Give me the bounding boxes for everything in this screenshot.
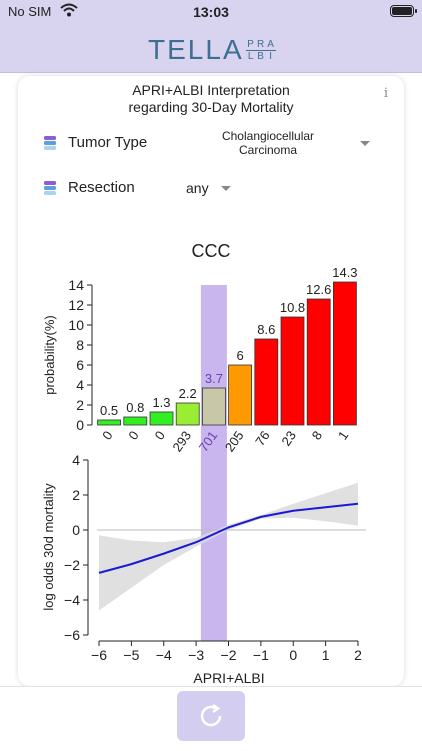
line-x-tick-label: 1: [322, 647, 330, 663]
status-bar: No SIM 13:03: [0, 0, 422, 26]
bar-value-label: 1.3: [152, 395, 170, 410]
bar-value-label: 6: [236, 348, 243, 363]
bar-category-label: 0: [99, 428, 115, 443]
resection-select[interactable]: any: [186, 180, 209, 196]
logo-letter: B: [255, 50, 266, 62]
caret-down-icon[interactable]: [221, 186, 231, 191]
logo-letter: I: [265, 50, 276, 62]
logo-letter: L: [245, 50, 256, 62]
line-x-tick-label: 2: [354, 647, 362, 663]
caret-down-icon[interactable]: [360, 141, 370, 146]
line-x-tick-label: 0: [289, 647, 297, 663]
bar-y-tick-label: 2: [76, 397, 84, 413]
battery-icon: [390, 5, 417, 17]
bar-y-axis-label: probability(%): [42, 315, 57, 394]
bar: [149, 411, 174, 426]
bar-y-tick-label: 0: [76, 417, 84, 433]
tumor-type-select[interactable]: Cholangiocellular Carcinoma: [198, 129, 338, 157]
logo-letter-a: A: [222, 34, 244, 65]
line-x-axis-label: APRI+ALBI: [193, 670, 264, 686]
bar: [123, 416, 148, 426]
card-title: APRI+ALBI Interpretation regarding 30-Da…: [18, 82, 404, 116]
bar-value-label: 3.7: [205, 371, 223, 386]
line-y-tick-label: −2: [64, 557, 80, 573]
card-title-line2: regarding 30-Day Mortality: [128, 99, 294, 115]
logo-letter: P: [247, 39, 254, 50]
bar-category-label: 293: [169, 428, 194, 454]
line-y-tick-label: 2: [72, 487, 80, 503]
wifi-icon: [60, 3, 78, 17]
bar: [280, 316, 305, 426]
bar-value-label: 12.6: [306, 282, 331, 297]
bar-category-label: 8: [309, 428, 325, 443]
card-title-line1: APRI+ALBI Interpretation: [132, 82, 290, 98]
bar-y-tick-label: 12: [68, 297, 84, 313]
tumor-type-value-line1: Cholangiocellular: [221, 129, 315, 143]
refresh-icon: [200, 703, 222, 727]
tumor-type-label: Tumor Type: [68, 134, 148, 151]
line-x-tick-label: −5: [123, 647, 139, 663]
bar-value-label: 10.8: [280, 300, 305, 315]
bar: [306, 298, 331, 426]
bottom-bar: [0, 686, 422, 751]
logo-text: TELL: [148, 34, 223, 65]
bar-category-label: 23: [278, 428, 299, 448]
bar: [175, 402, 200, 426]
bar: [332, 281, 357, 426]
bar-category-label: 0: [152, 428, 168, 443]
confidence-band: [99, 482, 358, 611]
line-y-tick-label: −4: [64, 592, 80, 608]
line-y-tick-label: −6: [64, 627, 80, 643]
line-y-axis-label: log odds 30d mortality: [41, 483, 56, 611]
bar-chart: 02468101214probability(%)0.500.801.302.2…: [42, 265, 358, 641]
bar-y-tick-label: 6: [76, 357, 84, 373]
bar-value-label: 8.6: [257, 322, 275, 337]
app-header: TELL A P R A L B I: [0, 26, 422, 73]
bar-value-label: 14.3: [332, 265, 357, 280]
info-icon[interactable]: i: [383, 86, 388, 101]
bar-y-tick-label: 10: [68, 317, 84, 333]
bar-category-label: 1: [335, 428, 351, 443]
charts-svg: 02468101214probability(%)0.500.801.302.2…: [41, 265, 366, 686]
database-icon: [44, 135, 56, 150]
bar-value-label: 2.2: [179, 386, 197, 401]
line-x-tick-label: −2: [221, 647, 237, 663]
bar: [97, 419, 121, 426]
bar-value-label: 0.8: [126, 400, 144, 415]
highlight-band: [200, 285, 227, 641]
carrier-label: No SIM: [8, 4, 52, 19]
logo-letter: R: [257, 39, 265, 50]
line-x-tick-label: −6: [91, 647, 107, 663]
line-x-tick-label: −3: [188, 647, 204, 663]
refresh-button[interactable]: [177, 691, 245, 741]
bar-y-tick-label: 14: [68, 277, 84, 293]
line-chart: −6 −4 −2 0 2 4 log odds 30d mortality −6 −5 −4 −3 −…: [41, 452, 366, 686]
fitted-curve: [98, 502, 359, 574]
logo-letter-grid: P R A L B I: [245, 39, 276, 62]
bar: [254, 338, 279, 426]
line-y-tick-label: 0: [72, 522, 80, 538]
tumor-type-row[interactable]: Tumor Type: [44, 134, 147, 151]
bar-category-label: 0: [125, 428, 141, 443]
app-logo: TELL A P R A L B I: [148, 34, 276, 66]
bar: [228, 364, 253, 426]
clock: 13:03: [193, 4, 229, 20]
line-y-tick-label: 4: [72, 452, 80, 468]
resection-label: Resection: [68, 179, 135, 196]
bar-y-tick-label: 4: [76, 377, 84, 393]
logo-letter: A: [267, 39, 274, 50]
resection-row[interactable]: Resection: [44, 179, 135, 196]
database-icon: [44, 180, 56, 195]
tumor-type-value-line2: Carcinoma: [238, 143, 298, 157]
bar: [201, 387, 226, 426]
line-x-tick-label: −1: [253, 647, 269, 663]
bar-category-label: 76: [252, 428, 273, 448]
chart-title: CCC: [191, 241, 231, 261]
bar-value-label: 0.5: [100, 403, 118, 418]
bar-y-tick-label: 8: [76, 337, 84, 353]
line-x-tick-label: −4: [156, 647, 172, 663]
